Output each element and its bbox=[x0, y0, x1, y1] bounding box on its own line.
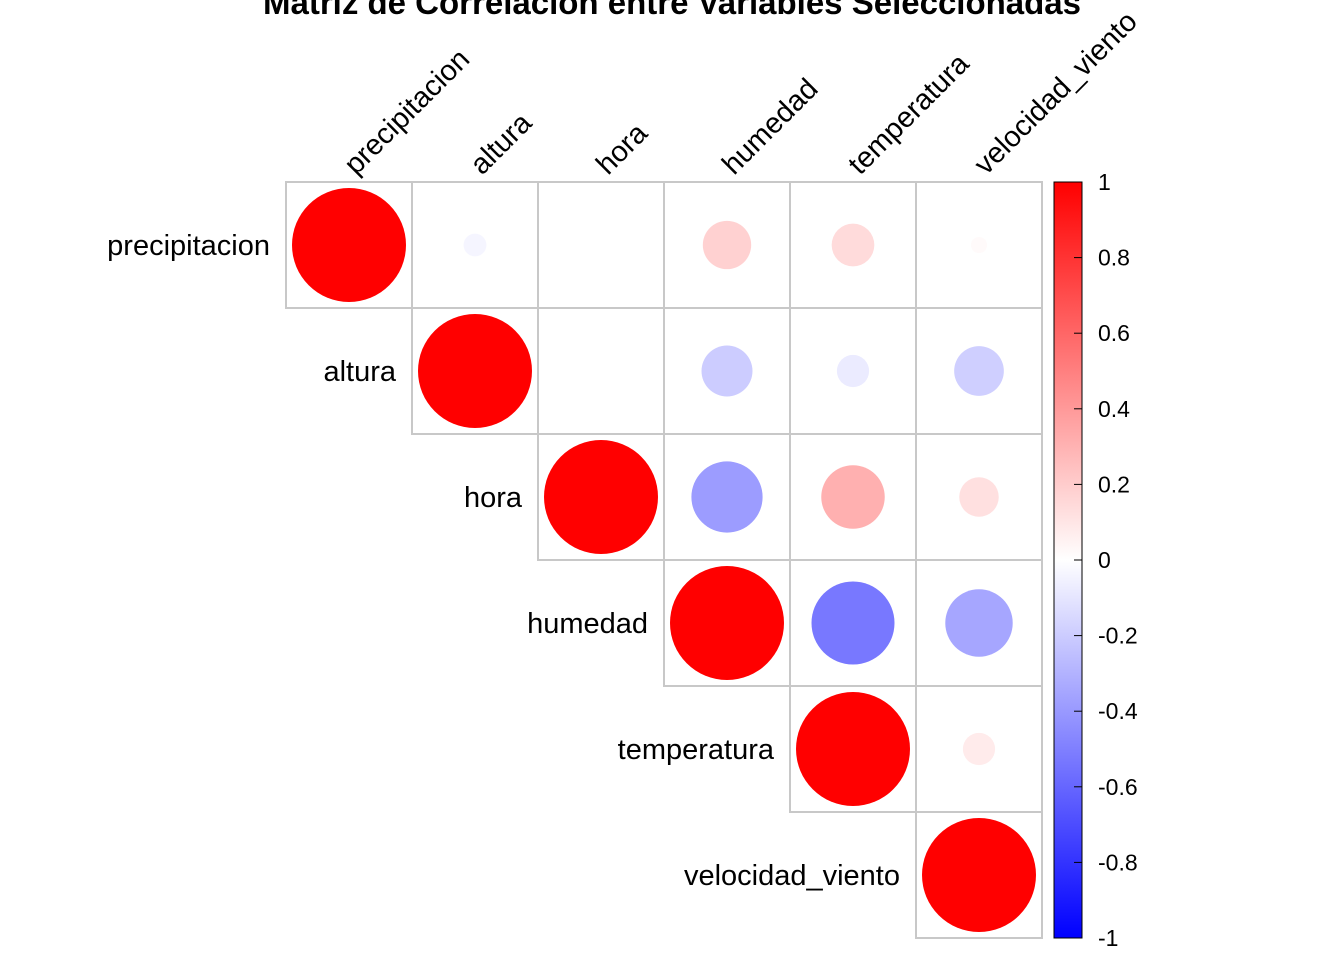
row-label-velocidad_viento: velocidad_viento bbox=[684, 860, 900, 892]
corr-circle-temperatura-temperatura bbox=[796, 692, 910, 806]
row-label-temperatura: temperatura bbox=[618, 734, 775, 766]
colorbar-tick-label: -0.6 bbox=[1098, 774, 1138, 800]
corr-circle-hora-temperatura bbox=[821, 465, 885, 529]
col-label-velocidad_viento: velocidad_viento bbox=[968, 6, 1143, 181]
corr-circle-precipitacion-temperatura bbox=[831, 223, 875, 267]
chart-title: Matriz de Correlación entre Variables Se… bbox=[263, 0, 1081, 21]
col-label-temperatura: temperatura bbox=[842, 47, 976, 181]
grid-cell-altura-hora bbox=[537, 307, 665, 435]
row-label-precipitacion: precipitacion bbox=[107, 230, 270, 262]
corr-circle-precipitacion-humedad bbox=[702, 220, 752, 270]
colorbar-tick-label: 1 bbox=[1098, 169, 1111, 195]
correlation-cells bbox=[285, 181, 1043, 939]
colorbar-tick-label: -0.4 bbox=[1098, 698, 1138, 724]
colorbar-tick-label: 0.2 bbox=[1098, 471, 1130, 497]
corr-circle-hora-humedad bbox=[691, 461, 763, 533]
col-label-hora: hora bbox=[590, 117, 654, 181]
row-label-humedad: humedad bbox=[527, 608, 648, 640]
corr-circle-humedad-temperatura bbox=[811, 581, 895, 665]
row-labels: precipitacion altura hora humedad temperatur… bbox=[107, 230, 900, 892]
row-label-hora: hora bbox=[464, 482, 523, 514]
colorbar-tick-label: 0 bbox=[1098, 547, 1111, 573]
colorbar-tick-label: 0.8 bbox=[1098, 245, 1130, 271]
corr-circle-altura-velocidad_viento bbox=[954, 346, 1004, 396]
colorbar-tick-label: -0.8 bbox=[1098, 849, 1138, 875]
corr-circle-precipitacion-velocidad_viento bbox=[970, 236, 988, 254]
grid-cell-velocidad_viento-velocidad_viento bbox=[915, 811, 1043, 939]
col-label-humedad: humedad bbox=[716, 73, 824, 181]
corr-circle-altura-altura bbox=[418, 314, 532, 428]
corr-circle-precipitacion-precipitacion bbox=[292, 188, 406, 302]
col-label-precipitacion: precipitacion bbox=[338, 43, 476, 181]
colorbar: 1 0.8 0.6 0.4 0.2 0 -0.2 -0.4 -0.6 -0.8 -1 bbox=[1053, 169, 1138, 951]
corr-circle-humedad-humedad bbox=[670, 566, 784, 680]
corr-circle-velocidad_viento-velocidad_viento bbox=[922, 818, 1036, 932]
grid-cell-precipitacion-hora bbox=[537, 181, 665, 309]
colorbar-tick-label: 0.6 bbox=[1098, 320, 1130, 346]
corr-circle-altura-temperatura bbox=[836, 354, 870, 388]
colorbar-tick-label: -1 bbox=[1098, 925, 1118, 951]
row-label-altura: altura bbox=[323, 356, 396, 388]
colorbar-tick-label: -0.2 bbox=[1098, 623, 1138, 649]
corr-circle-hora-velocidad_viento bbox=[959, 477, 999, 517]
corr-circle-humedad-velocidad_viento bbox=[945, 589, 1013, 657]
corr-circle-altura-humedad bbox=[701, 345, 753, 397]
corr-circle-precipitacion-altura bbox=[463, 233, 487, 257]
corr-circle-hora-hora bbox=[544, 440, 658, 554]
col-label-altura: altura bbox=[464, 106, 539, 181]
corr-circle-temperatura-velocidad_viento bbox=[962, 732, 996, 766]
colorbar-tick-label: 0.4 bbox=[1098, 396, 1130, 422]
